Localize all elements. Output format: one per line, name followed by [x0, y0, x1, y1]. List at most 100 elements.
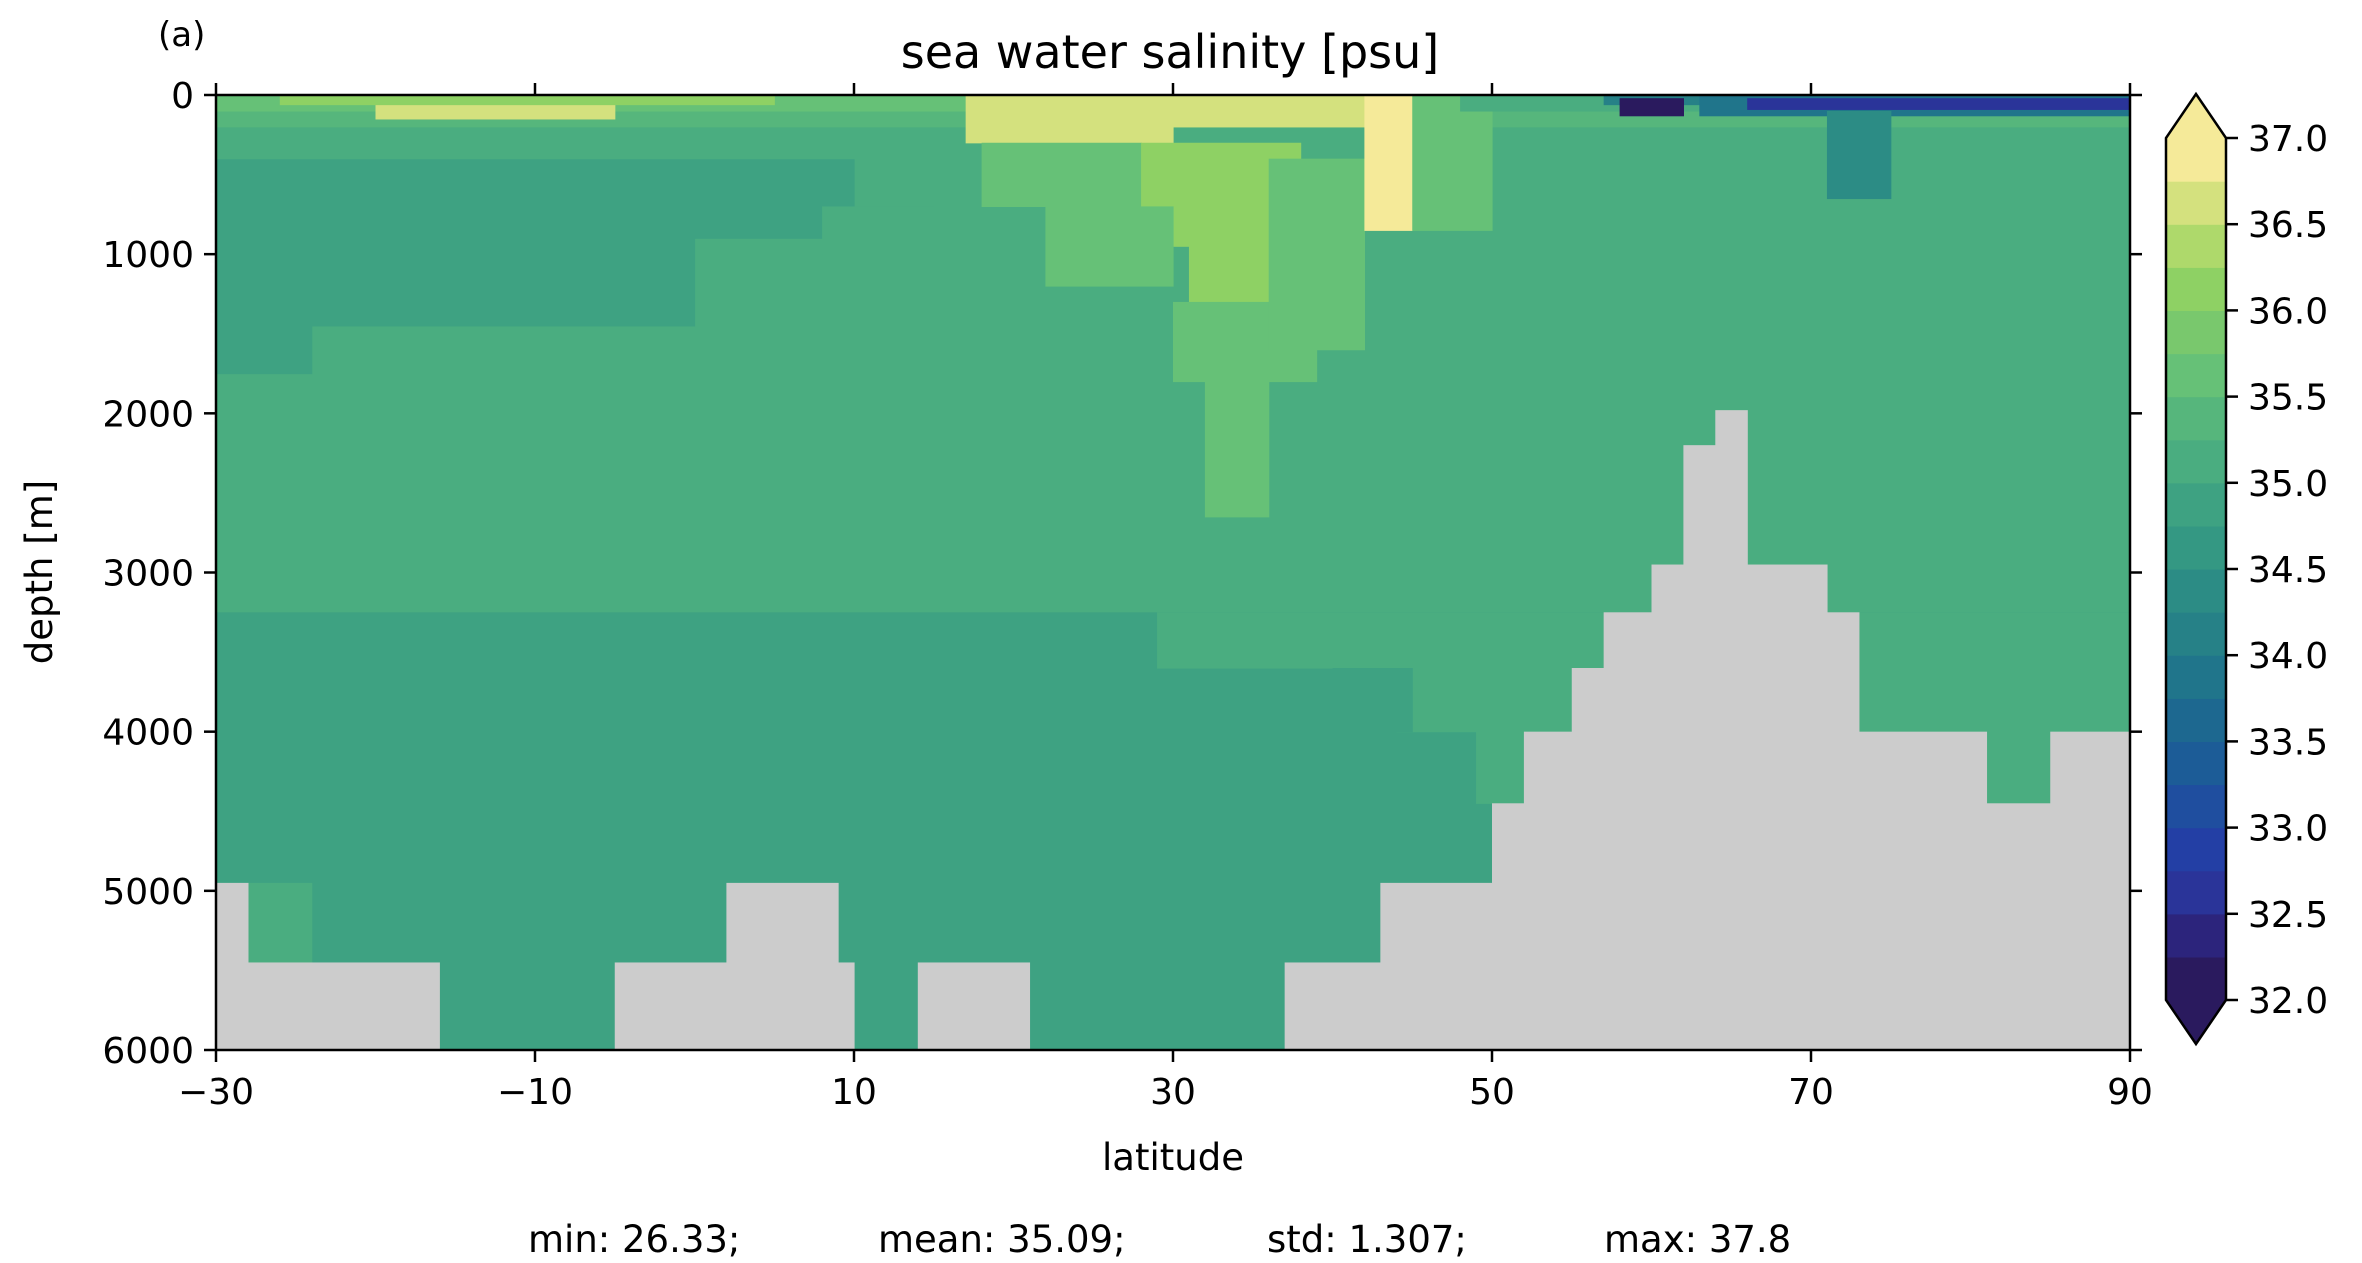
- stats-line: min: 26.33; mean: 35.09; std: 1.307; max…: [528, 1218, 1791, 1261]
- colorbar-segment: [2166, 612, 2226, 656]
- salinity-cell: [1412, 95, 1493, 231]
- y-axis-label: depth [m]: [18, 480, 61, 664]
- land-cell: [1523, 731, 1573, 1050]
- x-tick-label: 30: [1150, 1072, 1196, 1113]
- colorbar-tick-label: 36.5: [2248, 205, 2328, 246]
- x-tick-label: 10: [831, 1072, 877, 1113]
- x-tick-label: 90: [2107, 1072, 2153, 1113]
- land-cell: [1603, 612, 1653, 1050]
- colorbar-tick-label: 35.5: [2248, 378, 2328, 419]
- stat-max: max: 37.8: [1604, 1218, 1791, 1261]
- colorbar-tick-label: 35.0: [2248, 464, 2328, 505]
- salinity-cell: [311, 238, 696, 327]
- salinity-cell: [1268, 158, 1365, 351]
- chart-title: sea water salinity [psu]: [901, 25, 1440, 79]
- salinity-cell: [560, 731, 568, 804]
- salinity-cell: [1045, 206, 1174, 287]
- colorbar-segment: [2166, 525, 2226, 570]
- y-tick-label: 1000: [102, 235, 194, 276]
- stat-min: min: 26.33;: [528, 1218, 740, 1261]
- land-cell: [247, 962, 440, 1050]
- salinity-cell: [1747, 98, 2130, 110]
- salinity-cell: [1619, 98, 1684, 117]
- colorbar-tick-label: 33.5: [2248, 722, 2328, 763]
- salinity-cell: [216, 731, 281, 804]
- land-cell: [614, 962, 743, 1050]
- colorbar-segment: [2166, 181, 2226, 225]
- y-tick-label: 0: [171, 76, 194, 117]
- stat-std: std: 1.307;: [1267, 1218, 1467, 1261]
- salinity-cell: [822, 206, 935, 255]
- colorbar-segment: [2166, 439, 2226, 484]
- y-tick-label: 5000: [102, 872, 194, 913]
- salinity-cell: [216, 803, 775, 884]
- salinity-cell: [1986, 731, 2051, 804]
- land-cell: [1571, 668, 1605, 1050]
- colorbar-segment: [2166, 913, 2226, 958]
- land-cell: [726, 882, 839, 1050]
- colorbar-segment: [2166, 569, 2226, 613]
- salinity-cell: [981, 142, 1142, 208]
- land-cell: [1651, 564, 1684, 1050]
- colorbar-tick-label: 32.5: [2248, 895, 2328, 936]
- colorbar-segment: [2166, 482, 2226, 527]
- colorbar-segment: [2166, 655, 2226, 699]
- salinity-cell: [965, 95, 1174, 144]
- stat-mean: mean: 35.09;: [878, 1218, 1126, 1261]
- land-mask: [216, 410, 2130, 1050]
- colorbar-tick-label: 33.0: [2248, 809, 2328, 850]
- land-cell: [216, 882, 249, 1050]
- colorbar-segment: [2166, 353, 2226, 398]
- colorbar-tick-label: 34.0: [2248, 636, 2328, 677]
- land-cell: [917, 962, 1031, 1050]
- y-tick-label: 6000: [102, 1031, 194, 1072]
- x-axis-label: latitude: [1102, 1136, 1244, 1179]
- salinity-cell: [1826, 110, 1892, 200]
- colorbar-tick-label: 32.0: [2248, 981, 2328, 1022]
- colorbar-segment: [2166, 956, 2226, 1001]
- x-tick-label: 70: [1788, 1072, 1834, 1113]
- salinity-cell: [1173, 95, 1365, 128]
- panel-label: (a): [158, 15, 205, 55]
- colorbar-segment: [2166, 267, 2226, 311]
- land-cell: [1683, 445, 1716, 1050]
- land-cell: [1986, 803, 2051, 1050]
- x-tick-label: −10: [497, 1072, 573, 1113]
- land-cell: [1747, 564, 1828, 1050]
- salinity-cell: [279, 95, 775, 106]
- land-cell: [1284, 962, 1381, 1050]
- y-tick-label: 4000: [102, 713, 194, 754]
- salinity-cell: [247, 882, 313, 964]
- colorbar-tick-label: 34.5: [2248, 550, 2328, 591]
- land-cell: [2050, 731, 2130, 1050]
- land-cell: [1858, 731, 1988, 1050]
- land-cell: [838, 962, 855, 1050]
- colorbar: 32.0 32.5 33.0 33.5 34.0 34.5 35.0 35.5 36.0 36.5…: [2164, 91, 2328, 1047]
- colorbar-tick-label: 37.0: [2248, 119, 2328, 160]
- y-axis: 0 1000 2000 3000 4000 5000 6000: [102, 76, 2142, 1072]
- colorbar-segment: [2166, 784, 2226, 829]
- plot-area: [214, 93, 2132, 1052]
- land-cell: [1492, 803, 1525, 1050]
- salinity-cell: [1204, 381, 1270, 518]
- y-tick-label: 2000: [102, 394, 194, 435]
- colorbar-segment: [2166, 870, 2226, 915]
- land-cell: [1380, 882, 1493, 1050]
- colorbar-tick-label: 36.0: [2248, 291, 2328, 332]
- colorbar-segment: [2166, 310, 2226, 355]
- salinity-cell: [216, 158, 855, 239]
- x-axis: −30 −10 10 30 50 70 90: [178, 83, 2153, 1113]
- land-cell: [1715, 410, 1748, 1050]
- colorbar-segment: [2166, 698, 2226, 742]
- colorbar-segment: [2166, 138, 2226, 182]
- colorbar-segment: [2166, 224, 2226, 268]
- y-tick-label: 3000: [102, 554, 194, 595]
- colorbar-segment: [2166, 396, 2226, 441]
- colorbar-extend-min: [2166, 1000, 2226, 1044]
- salinity-cell: [614, 731, 627, 804]
- land-cell: [1826, 612, 1860, 1050]
- colorbar-extend-max: [2166, 94, 2226, 138]
- x-tick-label: −30: [178, 1072, 254, 1113]
- colorbar-segment: [2166, 741, 2226, 786]
